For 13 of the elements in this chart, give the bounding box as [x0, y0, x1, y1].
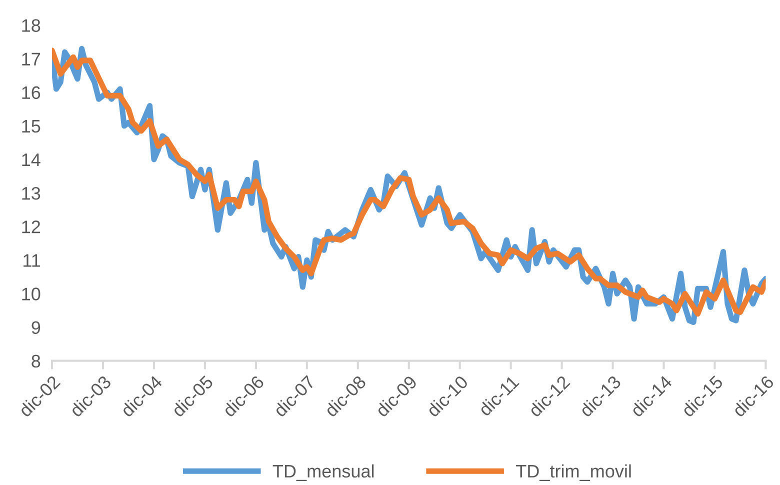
- y-tick-label: 17: [22, 52, 40, 66]
- y-tick-label: 12: [22, 220, 40, 234]
- y-tick-label: 15: [22, 120, 40, 133]
- legend-label: TD_mensual: [272, 464, 374, 482]
- y-tick-label: 9: [32, 321, 40, 334]
- y-tick-label: 10: [22, 288, 40, 300]
- y-tick-label: 14: [22, 154, 40, 166]
- y-tick-label: 11: [24, 254, 40, 267]
- legend-label: TD_trim_movil: [516, 464, 631, 482]
- y-tick-label: 18: [22, 19, 40, 32]
- y-tick-label: 16: [22, 86, 40, 100]
- y-tick-label: 8: [32, 354, 40, 368]
- y-tick-label: 13: [22, 186, 40, 200]
